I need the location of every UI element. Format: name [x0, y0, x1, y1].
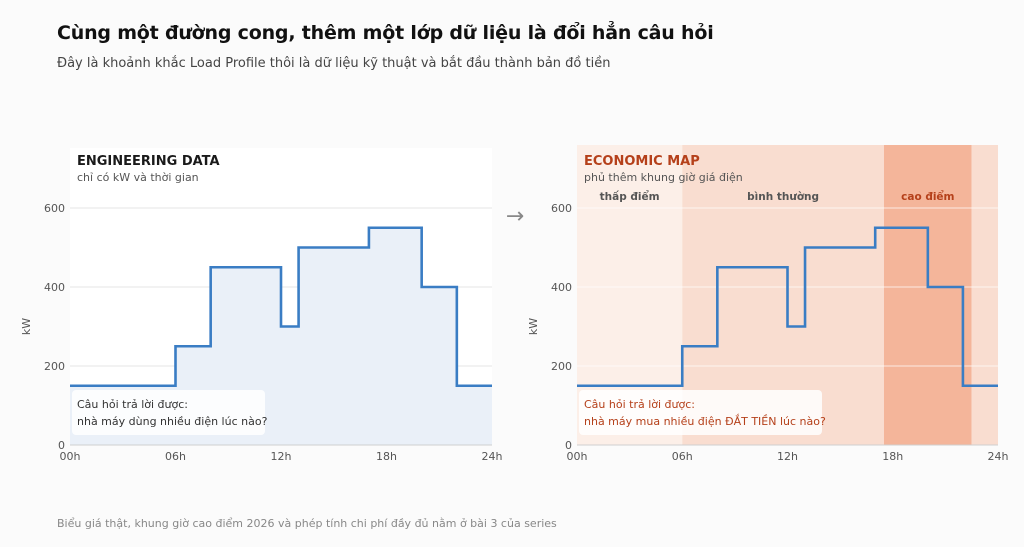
x-tick-label: 24h [988, 450, 1009, 463]
footnote: Biểu giá thật, khung giờ cao điểm 2026 v… [57, 517, 557, 530]
y-tick-label: 600 [44, 202, 65, 215]
x-tick-label: 12h [271, 450, 292, 463]
band-label: bình thường [747, 191, 819, 203]
panel-title: ECONOMIC MAP [584, 154, 700, 169]
annotation-line-2: nhà máy mua nhiều điện ĐẮT TIỀN lúc nào? [584, 414, 826, 428]
x-tick-label: 06h [672, 450, 693, 463]
x-tick-label: 12h [777, 450, 798, 463]
load-profile-line [577, 226, 998, 388]
band-label: cao điểm [901, 190, 954, 203]
arrow-icon: → [506, 204, 524, 229]
load-profile-line [70, 226, 492, 388]
x-tick-label: 06h [165, 450, 186, 463]
y-tick-label: 400 [551, 281, 572, 294]
annotation-line-2: nhà máy dùng nhiều điện lúc nào? [77, 415, 268, 428]
economic-chart: thấp điểm bình thường cao điểm 0 200 400 600 00… [527, 145, 1009, 463]
y-tick-label: 200 [44, 360, 65, 373]
annotation-box [579, 390, 822, 435]
x-tick-label: 18h [882, 450, 903, 463]
x-tick-label: 18h [376, 450, 397, 463]
y-tick-label: 0 [565, 439, 572, 452]
tariff-band [971, 145, 998, 445]
x-tick-label: 24h [482, 450, 503, 463]
panel-title: ENGINEERING DATA [77, 154, 220, 169]
annotation-line-1: Câu hỏi trả lời được: [584, 398, 695, 411]
engineering-chart: 0 200 400 600 00h 06h 12h 18h 24h kW ENGINEERING D… [20, 148, 503, 463]
panel-subtitle: chỉ có kW và thời gian [77, 171, 199, 184]
page-title: Cùng một đường cong, thêm một lớp dữ liệ… [57, 22, 714, 44]
band-label: thấp điểm [600, 190, 660, 203]
x-tick-label: 00h [567, 450, 588, 463]
y-tick-label: 200 [551, 360, 572, 373]
annotation-line-1: Câu hỏi trả lời được: [77, 398, 188, 411]
y-axis-label: kW [20, 318, 33, 335]
annotation-box [72, 390, 265, 435]
panel-subtitle: phủ thêm khung giờ giá điện [584, 171, 743, 184]
y-axis-label: kW [527, 318, 540, 335]
page-subtitle: Đây là khoảnh khắc Load Profile thôi là … [57, 56, 611, 71]
y-tick-label: 600 [551, 202, 572, 215]
y-tick-label: 0 [58, 439, 65, 452]
y-tick-label: 400 [44, 281, 65, 294]
tariff-band [883, 145, 972, 445]
x-tick-label: 00h [60, 450, 81, 463]
